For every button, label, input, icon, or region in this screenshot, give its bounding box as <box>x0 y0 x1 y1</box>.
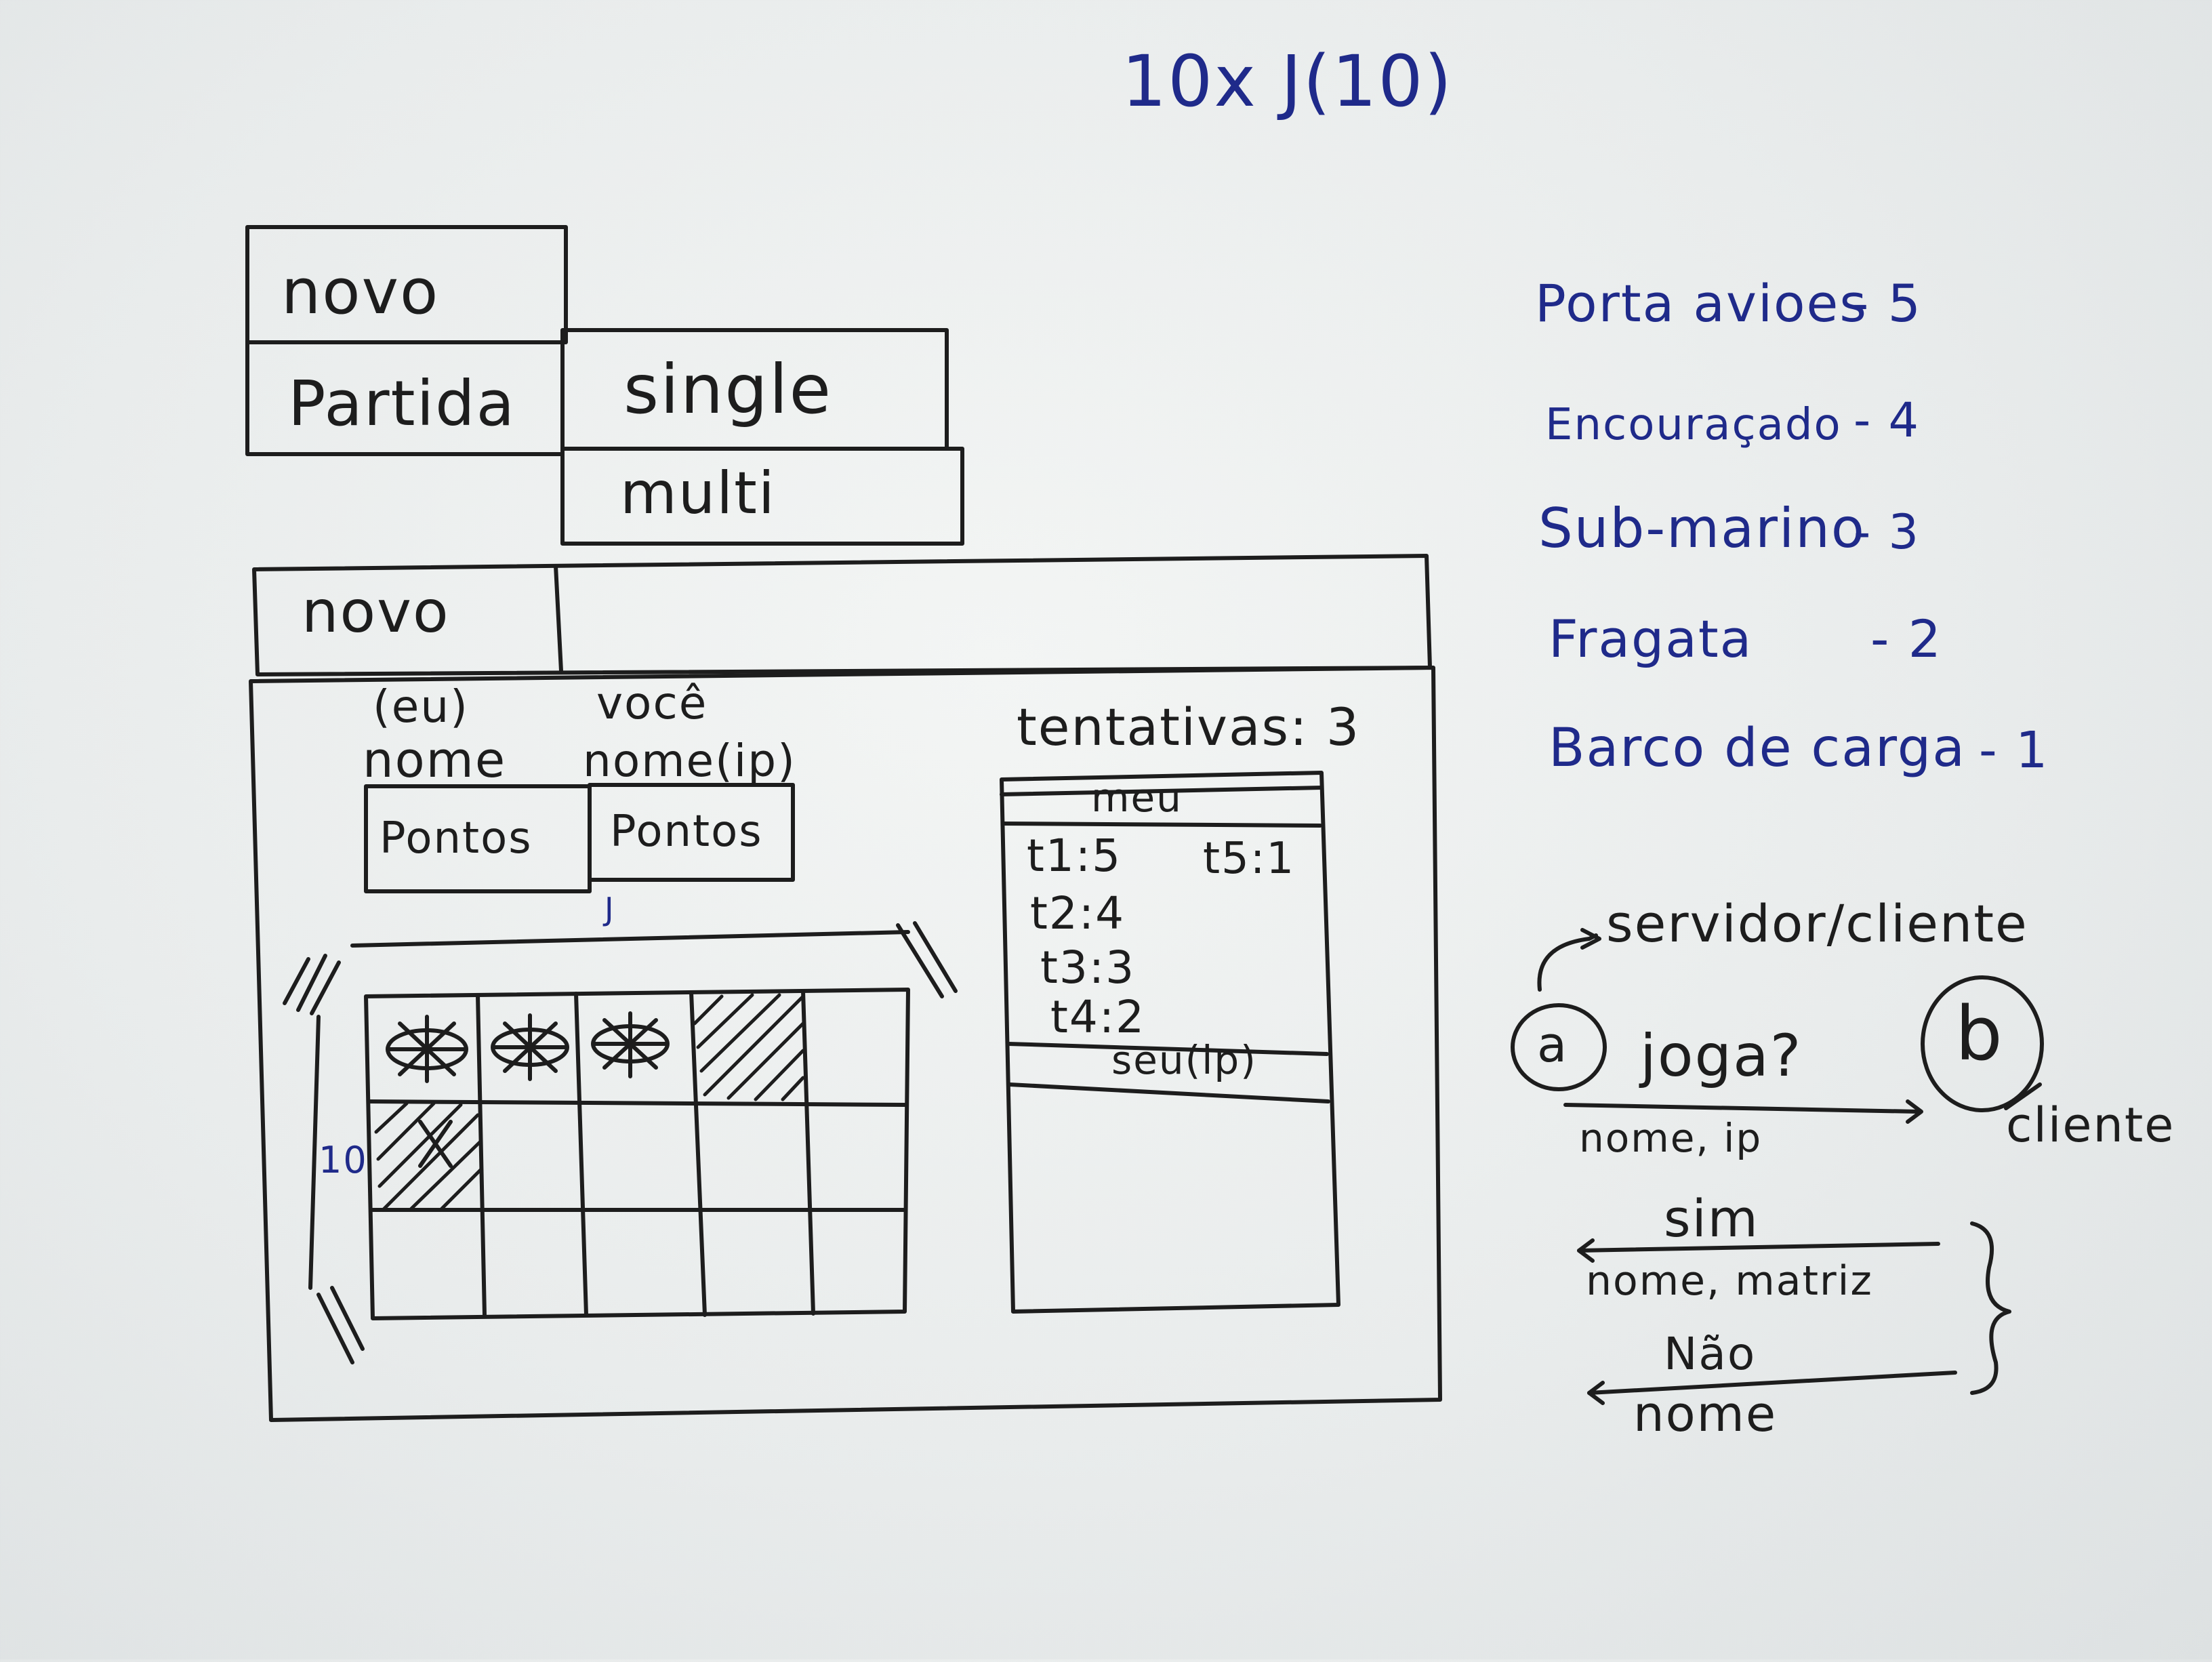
grid-row-line-1 <box>367 1099 907 1107</box>
request-label: joga? <box>1640 1022 1803 1090</box>
grid-col-line-2 <box>574 992 588 1317</box>
meu-item: t5:1 <box>1203 834 1296 884</box>
yes-arrow-head <box>1577 1238 1595 1263</box>
meu-item: t4:2 <box>1050 991 1146 1043</box>
ship-size: - 4 <box>1853 392 1921 448</box>
response-brace <box>1970 1221 2011 1395</box>
seu-header: seu(ip) <box>1111 1037 1257 1083</box>
grid-hit-marker-3 <box>591 1011 670 1078</box>
response-no: Não <box>1664 1328 1757 1380</box>
grid-hatched-cell-1 <box>693 993 805 1101</box>
request-arrow-head <box>1906 1099 1923 1124</box>
submenu-single-label[interactable]: single <box>623 350 833 429</box>
window-tab-divider <box>554 564 563 673</box>
board-left-edge <box>308 1015 321 1290</box>
page-title: 10x J(10) <box>1122 40 1454 123</box>
ship-size: - 1 <box>1979 721 2049 779</box>
seu-header-top-line <box>1006 1042 1329 1056</box>
board-bottom-mark-1 <box>316 1293 354 1364</box>
node-a-label: a <box>1537 1016 1569 1073</box>
game-grid-border <box>364 988 910 1320</box>
node-b-circle <box>1921 975 2044 1112</box>
meu-item: t3:3 <box>1040 941 1136 994</box>
grid-row-label: 10 <box>319 1139 368 1181</box>
yes-arrow <box>1577 1242 1940 1253</box>
no-arrow-head <box>1587 1381 1605 1405</box>
score-you-box <box>588 783 795 882</box>
board-top-edge <box>350 930 910 948</box>
player-me-tag: (eu) <box>373 681 469 733</box>
meu-header-bottom-line <box>1001 822 1322 828</box>
response-yes-payload: nome, matriz <box>1586 1257 1873 1305</box>
attempts-counter: tentativas: 3 <box>1017 697 1361 757</box>
ship-size: - 2 <box>1870 609 1942 669</box>
ship-size: - 3 <box>1853 504 1921 560</box>
board-right-mark-1 <box>896 923 944 998</box>
board-right-mark-2 <box>913 921 958 993</box>
role-a-label: servidor/cliente <box>1606 893 2028 954</box>
submenu-multi-box <box>560 447 964 546</box>
meu-item: t1:5 <box>1027 830 1122 882</box>
player-you-tag: você <box>596 677 708 729</box>
menu-novo-label[interactable]: novo <box>281 256 440 328</box>
score-you: Pontos <box>610 807 763 857</box>
node-a-circle <box>1511 1003 1607 1091</box>
request-arrow <box>1563 1103 1920 1114</box>
board-left-mark-3 <box>310 960 341 1015</box>
grid-col-line-4 <box>801 989 815 1316</box>
ship-name: Sub-marino <box>1538 497 1866 560</box>
menu-partida-label[interactable]: Partida <box>288 367 516 440</box>
ship-name: Fragata <box>1549 609 1753 669</box>
meu-header-top-line <box>1000 786 1324 796</box>
player-me-name: nome <box>363 731 507 788</box>
board-left-mark-1 <box>283 957 310 1005</box>
meu-item: t2:4 <box>1030 887 1126 939</box>
grid-hit-marker-2 <box>491 1013 569 1081</box>
ship-name: Barco de carga <box>1549 718 1967 779</box>
player-you-name: nome(ip) <box>583 735 796 787</box>
window-tab-novo[interactable]: novo <box>302 578 450 646</box>
board-left-mark-2 <box>296 954 327 1012</box>
window-body <box>249 666 1442 1422</box>
role-b-pointer <box>2004 1082 2042 1110</box>
ship-size: - 5 <box>1850 273 1922 333</box>
role-a-pointer <box>1537 933 1598 992</box>
grid-hatched-cell-2 <box>374 1101 483 1212</box>
ship-name: Encouraçado <box>1545 400 1842 450</box>
meu-header: meu <box>1091 775 1183 821</box>
board-bottom-mark-2 <box>330 1286 365 1351</box>
submenu-multi-label[interactable]: multi <box>620 460 776 527</box>
score-me: Pontos <box>380 813 533 864</box>
grid-col-line-3 <box>689 990 707 1317</box>
grid-hit-marker-1 <box>386 1015 468 1083</box>
role-a-pointer-head <box>1580 928 1601 950</box>
response-yes: sim <box>1664 1188 1759 1249</box>
request-payload: nome, ip <box>1579 1115 1763 1161</box>
seu-header-bottom-line <box>1008 1082 1330 1103</box>
role-b-label: cliente <box>2006 1097 2175 1153</box>
no-arrow <box>1587 1371 1957 1395</box>
response-no-payload: nome <box>1633 1385 1778 1442</box>
node-b-label: b <box>1955 990 2004 1077</box>
ship-name: Porta avioes <box>1535 273 1868 333</box>
grid-col-line-1 <box>476 993 487 1317</box>
attempts-panel <box>1000 771 1340 1314</box>
grid-column-label: J <box>605 891 615 927</box>
